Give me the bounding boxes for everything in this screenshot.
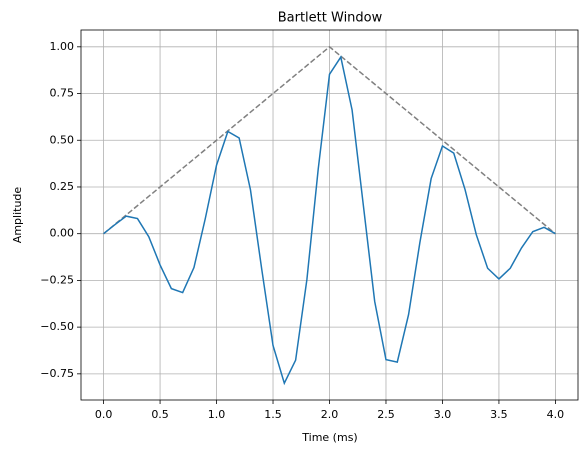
x-tick-label: 1.5: [264, 408, 282, 421]
y-axis-label: Amplitude: [11, 187, 24, 244]
x-tick-label: 4.0: [547, 408, 565, 421]
y-tick-label: −0.50: [40, 320, 74, 333]
x-tick-label: 1.0: [208, 408, 226, 421]
y-tick-label: 1.00: [50, 40, 75, 53]
x-tick-label: 2.5: [377, 408, 395, 421]
x-tick-label: 2.0: [321, 408, 339, 421]
y-tick-label: 0.00: [50, 227, 75, 240]
x-tick-label: 0.5: [151, 408, 169, 421]
chart-title: Bartlett Window: [278, 11, 383, 26]
x-tick-label: 3.0: [434, 408, 452, 421]
line: [103, 55, 556, 386]
x-tick-label: 0.0: [95, 408, 113, 421]
plot-frame: [80, 29, 579, 401]
line: [103, 45, 556, 235]
y-tick-label: −0.25: [40, 273, 74, 286]
y-tick-label: 0.75: [50, 87, 75, 100]
y-tick-label: 0.25: [50, 180, 75, 193]
x-tick-label: 3.5: [490, 408, 508, 421]
y-tick-label: 0.50: [50, 133, 75, 146]
y-tick-label: −0.75: [40, 367, 74, 380]
x-axis-label: Time (ms): [301, 431, 357, 444]
